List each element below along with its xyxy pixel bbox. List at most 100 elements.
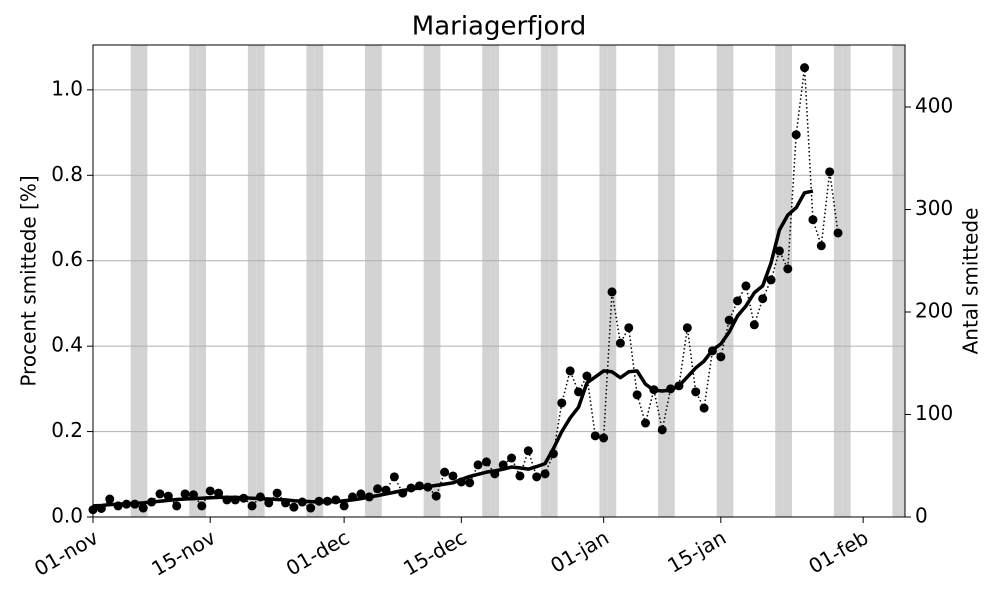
- data-point: [783, 264, 793, 274]
- x-tick-label: 15-jan: [663, 525, 730, 577]
- x-tick-label: 15-nov: [147, 525, 219, 581]
- data-point: [825, 167, 835, 177]
- data-point: [657, 425, 667, 435]
- y-tick-label: 0.8: [51, 162, 83, 186]
- x-tick-label: 01-feb: [804, 525, 872, 578]
- x-tick-label: 01-nov: [30, 525, 102, 581]
- data-point: [515, 471, 525, 481]
- data-point: [607, 287, 617, 297]
- data-point: [791, 130, 801, 140]
- data-point: [180, 489, 190, 499]
- weekend-shade: [775, 45, 784, 517]
- y-tick-label: 1.0: [51, 76, 83, 100]
- weekend-shade: [423, 45, 433, 517]
- y-axis-label: Procent smittede [%]: [17, 175, 41, 386]
- data-point: [766, 275, 776, 285]
- data-point: [749, 320, 759, 330]
- weekend-shade: [842, 45, 851, 517]
- data-point: [682, 323, 692, 333]
- weekend-shade: [833, 45, 843, 517]
- data-point: [197, 501, 207, 511]
- weekend-shade: [314, 45, 324, 517]
- data-point: [272, 488, 282, 498]
- data-point: [733, 296, 743, 306]
- weekend-shade: [130, 45, 140, 517]
- x-tick-label: 01-jan: [546, 525, 613, 577]
- data-point: [774, 246, 784, 256]
- weekend-shade: [490, 45, 499, 517]
- data-point: [565, 366, 575, 376]
- x-tick-label: 15-dec: [399, 525, 470, 580]
- data-point: [624, 323, 634, 333]
- y2-tick-label: 200: [915, 299, 953, 323]
- data-point: [163, 491, 173, 501]
- data-point: [306, 503, 316, 513]
- weekend-shade: [189, 45, 198, 517]
- y2-axis-label: Antal smittede: [959, 208, 983, 355]
- y2-tick-label: 100: [915, 401, 953, 425]
- data-point: [214, 488, 224, 498]
- weekend-shade: [247, 45, 257, 517]
- weekend-shade: [658, 45, 667, 517]
- weekend-shade: [900, 45, 905, 517]
- weekend-shade: [783, 45, 792, 517]
- data-point: [440, 467, 450, 477]
- weekend-shade: [365, 45, 374, 517]
- data-point: [356, 489, 366, 499]
- data-point: [574, 387, 584, 397]
- data-point: [800, 63, 810, 73]
- data-point: [808, 215, 818, 225]
- y2-tick-label: 0: [915, 504, 928, 528]
- data-point: [481, 457, 491, 467]
- weekend-shade: [482, 45, 491, 517]
- data-point: [816, 241, 826, 251]
- y-tick-label: 0.2: [51, 418, 83, 442]
- trend-line: [92, 189, 814, 508]
- data-point: [289, 502, 299, 512]
- plot-frame: [92, 44, 906, 518]
- data-point: [582, 371, 592, 381]
- weekend-shade: [373, 45, 382, 517]
- weekend-shade: [725, 45, 734, 517]
- data-point: [540, 469, 550, 479]
- data-point: [473, 460, 483, 470]
- weekend-shade: [540, 45, 550, 517]
- x-tick-label: 01-dec: [282, 525, 353, 580]
- weekend-shade: [139, 45, 148, 517]
- y2-tick-label: 300: [915, 196, 953, 220]
- weekend-shade: [599, 45, 608, 517]
- data-point: [532, 472, 542, 482]
- weekend-shade: [607, 45, 617, 517]
- weekend-shade: [549, 45, 558, 517]
- data-point: [523, 446, 533, 456]
- data-point: [691, 387, 701, 397]
- weekend-shade: [432, 45, 441, 517]
- data-point: [724, 315, 734, 325]
- data-point: [507, 453, 517, 463]
- weekend-shade: [256, 45, 265, 517]
- data-point: [205, 486, 215, 496]
- data-point: [247, 501, 257, 511]
- data-point: [758, 294, 768, 304]
- weekend-shade: [197, 45, 207, 517]
- data-point: [741, 281, 751, 291]
- data-point: [448, 471, 458, 481]
- y-tick-label: 0.0: [51, 504, 83, 528]
- data-point: [557, 398, 567, 408]
- data-point: [632, 390, 642, 400]
- data-point: [615, 338, 625, 348]
- chart-title: Mariagerfjord: [412, 12, 586, 42]
- data-point: [640, 418, 650, 428]
- data-point: [599, 433, 609, 443]
- weekend-shade: [666, 45, 675, 517]
- data-point: [105, 494, 115, 504]
- weekend-shade: [716, 45, 726, 517]
- weekend-shade: [892, 45, 901, 517]
- data-point: [172, 501, 182, 511]
- data-point: [389, 472, 399, 482]
- weekend-shade: [306, 45, 315, 517]
- y-tick-label: 0.4: [51, 333, 83, 357]
- data-point: [465, 478, 475, 488]
